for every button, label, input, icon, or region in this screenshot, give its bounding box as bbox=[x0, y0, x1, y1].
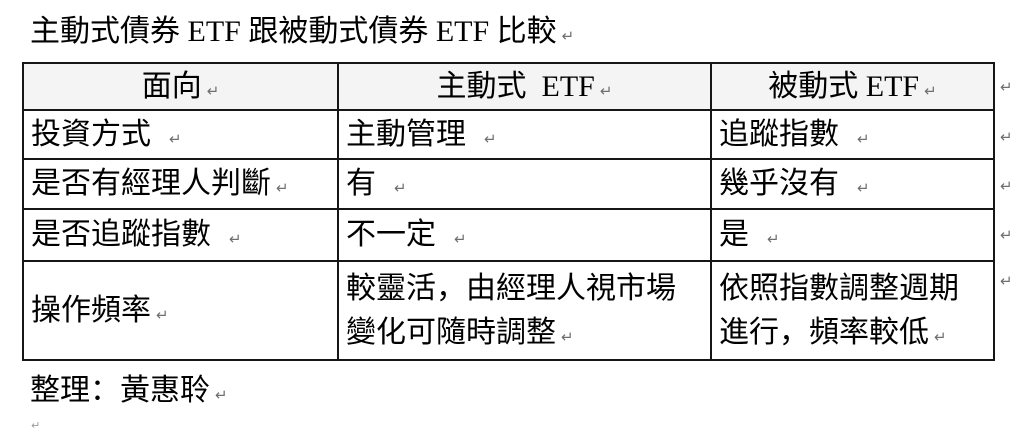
page-title-text: 主動式債券 ETF 跟被動式債券 ETF 比較 bbox=[30, 15, 557, 48]
cell-text: 是否有經理人判斷 bbox=[31, 167, 271, 200]
paragraph-mark-icon: ↵ bbox=[857, 129, 870, 148]
cell-text: 投資方式 bbox=[31, 117, 151, 151]
cell-text: 有 bbox=[346, 167, 376, 200]
paragraph-mark-icon: ↵ bbox=[276, 179, 289, 197]
etf-comparison-table: 面向 ↵ 主動式 ETF ↵ 被動式 ETF ↵ 投資方式 ↵ 主動管理 ↵ 追蹤指數 ↵ … bbox=[22, 62, 995, 361]
table-row-tracks-index: 是否追蹤指數 ↵ 不一定 ↵ 是 ↵ bbox=[22, 208, 995, 262]
paragraph-mark-icon: ↵ bbox=[599, 81, 613, 100]
header-cell-aspect: 面向 ↵ bbox=[22, 62, 339, 111]
paragraph-mark-icon: ↵ bbox=[1000, 177, 1013, 195]
credit-text: 整理：黃惠聆 bbox=[30, 374, 210, 407]
paragraph-mark-icon: ↵ bbox=[394, 179, 407, 197]
credit-line: 整理：黃惠聆 ↵ bbox=[30, 372, 228, 410]
table-cell: 幾乎沒有 ↵ bbox=[710, 158, 995, 210]
header-label: 被動式 ETF bbox=[768, 69, 920, 103]
table-row-operation-frequency: 操作頻率 ↵ 較靈活，由經理人視市場 變化可隨時調整 ↵ 依照指數調整週期 進行，頻… bbox=[22, 260, 995, 361]
paragraph-mark-icon: ↵ bbox=[767, 230, 780, 248]
cell-text: 是否追蹤指數 bbox=[31, 218, 211, 251]
paragraph-mark-icon: ↵ bbox=[169, 129, 182, 148]
paragraph-mark-icon: ↵ bbox=[206, 81, 220, 100]
table-cell: 追蹤指數 ↵ bbox=[710, 109, 995, 160]
paragraph-mark-icon: ↵ bbox=[934, 327, 947, 346]
paragraph-mark-icon: ↵ bbox=[31, 419, 41, 432]
paragraph-mark-icon: ↵ bbox=[857, 179, 870, 197]
cell-text: 追蹤指數 bbox=[719, 117, 839, 151]
paragraph-mark-icon: ↵ bbox=[561, 327, 574, 346]
paragraph-mark-icon: ↵ bbox=[1000, 78, 1013, 96]
paragraph-mark-icon: ↵ bbox=[561, 27, 575, 45]
paragraph-mark-icon: ↵ bbox=[229, 230, 242, 248]
table-cell: 有 ↵ bbox=[337, 158, 712, 210]
paragraph-mark-icon: ↵ bbox=[484, 129, 497, 148]
table-cell: 主動管理 ↵ bbox=[337, 109, 712, 160]
header-cell-passive-etf: 被動式 ETF ↵ bbox=[710, 62, 995, 111]
cell-text: 操作頻率 bbox=[31, 293, 151, 327]
header-cell-active-etf: 主動式 ETF ↵ bbox=[337, 62, 712, 111]
table-cell: 是否追蹤指數 ↵ bbox=[22, 208, 339, 262]
cell-text: 是 bbox=[719, 218, 749, 251]
paragraph-mark-icon: ↵ bbox=[1000, 226, 1013, 244]
paragraph-mark-icon: ↵ bbox=[215, 386, 228, 404]
paragraph-mark-icon: ↵ bbox=[454, 230, 467, 248]
table-header-row: 面向 ↵ 主動式 ETF ↵ 被動式 ETF ↵ bbox=[22, 62, 995, 111]
paragraph-mark-icon: ↵ bbox=[156, 305, 169, 324]
table-cell: 操作頻率 ↵ bbox=[22, 260, 339, 361]
table-row-investment-method: 投資方式 ↵ 主動管理 ↵ 追蹤指數 ↵ bbox=[22, 109, 995, 160]
paragraph-mark-icon: ↵ bbox=[1000, 272, 1013, 290]
table-cell: 是否有經理人判斷 ↵ bbox=[22, 158, 339, 210]
table-cell: 不一定 ↵ bbox=[337, 208, 712, 262]
paragraph-mark-icon: ↵ bbox=[924, 81, 937, 100]
paragraph-mark-icon: ↵ bbox=[1000, 128, 1013, 146]
cell-text: 幾乎沒有 bbox=[719, 167, 839, 200]
header-label: 主動式 ETF bbox=[436, 69, 595, 103]
cell-text: 較靈活，由經理人視市場 變化可隨時調整 bbox=[346, 271, 676, 349]
cell-text: 主動管理 bbox=[346, 117, 466, 151]
page-title: 主動式債券 ETF 跟被動式債券 ETF 比較 ↵ bbox=[30, 14, 574, 50]
cell-text: 不一定 bbox=[346, 218, 436, 251]
table-cell: 投資方式 ↵ bbox=[22, 109, 339, 160]
header-label: 面向 bbox=[141, 69, 202, 103]
table-cell: 依照指數調整週期 進行，頻率較低 ↵ bbox=[710, 260, 995, 361]
table-cell: 是 ↵ bbox=[710, 208, 995, 262]
table-row-manager-judgment: 是否有經理人判斷 ↵ 有 ↵ 幾乎沒有 ↵ bbox=[22, 158, 995, 210]
cell-text: 依照指數調整週期 進行，頻率較低 bbox=[719, 271, 959, 349]
table-cell: 較靈活，由經理人視市場 變化可隨時調整 ↵ bbox=[337, 260, 712, 361]
